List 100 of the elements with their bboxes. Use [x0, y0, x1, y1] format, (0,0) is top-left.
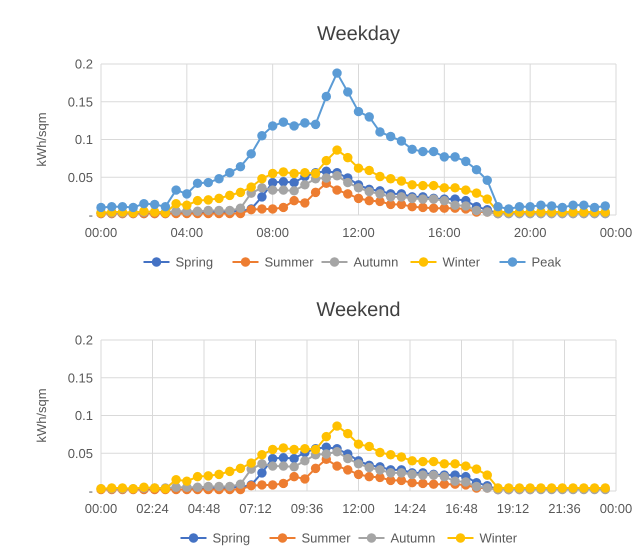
point — [418, 456, 428, 466]
point — [268, 461, 278, 471]
point — [364, 112, 374, 122]
point — [322, 92, 332, 102]
point — [407, 478, 417, 488]
point — [514, 202, 524, 212]
point — [428, 456, 438, 466]
legend-label: Autumn — [390, 530, 436, 546]
point — [182, 189, 192, 199]
point — [171, 198, 181, 208]
point — [139, 198, 149, 208]
point — [354, 106, 364, 116]
point — [418, 478, 428, 488]
point — [289, 186, 299, 196]
point — [192, 196, 202, 206]
y-tick-label: 0.05 — [68, 446, 93, 461]
point — [472, 464, 482, 474]
legend-label: Autumn — [354, 254, 398, 270]
point — [214, 470, 224, 480]
point — [364, 472, 374, 482]
point — [257, 468, 267, 478]
legend-label: Summer — [264, 254, 314, 270]
point — [396, 136, 406, 146]
point — [225, 190, 234, 200]
point — [268, 480, 278, 490]
point — [375, 448, 385, 458]
point — [278, 478, 288, 488]
chart-title: Weekday — [316, 23, 400, 45]
point — [257, 480, 267, 490]
point — [150, 200, 160, 210]
x-tick-label: 04:48 — [188, 501, 220, 516]
point — [96, 202, 106, 212]
x-tick-label: 00:00 — [84, 501, 118, 516]
point — [396, 192, 406, 202]
point — [450, 152, 460, 162]
point — [354, 459, 364, 469]
x-tick-label: 00:00 — [600, 501, 632, 516]
point — [128, 202, 138, 212]
point — [236, 479, 246, 489]
point — [440, 152, 450, 162]
point — [310, 120, 320, 130]
point — [257, 174, 267, 184]
point — [192, 472, 202, 482]
point — [332, 185, 342, 195]
point — [225, 466, 234, 476]
x-tick-label: 19:12 — [496, 501, 530, 516]
point — [343, 465, 352, 475]
y-tick-label: 0.15 — [68, 370, 93, 386]
point — [461, 477, 471, 487]
point — [407, 144, 417, 154]
point — [396, 452, 406, 462]
point — [332, 447, 342, 456]
point — [322, 449, 332, 459]
point — [354, 163, 364, 173]
point — [354, 183, 364, 193]
point — [504, 204, 514, 214]
point — [343, 87, 352, 97]
point — [343, 152, 352, 162]
point — [364, 442, 374, 452]
point — [257, 183, 267, 193]
point — [300, 198, 310, 208]
point — [289, 121, 299, 131]
point — [257, 192, 267, 202]
point — [204, 195, 214, 205]
point — [364, 166, 374, 176]
point — [289, 462, 299, 472]
point — [107, 202, 116, 212]
y-tick-label: 0.05 — [68, 170, 93, 185]
point — [482, 194, 492, 204]
point — [364, 196, 374, 206]
x-tick-label: 00:00 — [84, 225, 118, 240]
point — [300, 118, 310, 128]
x-tick-label: 08:00 — [256, 225, 289, 240]
x-tick-label: 07:12 — [239, 501, 272, 516]
point — [546, 201, 556, 211]
point — [332, 461, 342, 471]
point — [214, 174, 224, 184]
point — [568, 200, 578, 210]
point — [236, 188, 246, 198]
legend-label: Peak — [532, 254, 562, 270]
point — [461, 185, 471, 195]
point — [268, 168, 278, 178]
point — [171, 474, 181, 484]
point — [246, 182, 256, 192]
point — [278, 202, 288, 212]
point — [257, 131, 267, 140]
point — [118, 202, 128, 212]
legend-label: Spring — [212, 530, 250, 546]
point — [590, 202, 600, 212]
x-tick-label: 14:24 — [394, 501, 426, 516]
point — [418, 180, 428, 190]
point — [472, 164, 482, 174]
point — [192, 178, 202, 188]
legend-label: Winter — [442, 254, 481, 270]
point — [332, 145, 342, 155]
point — [268, 121, 278, 131]
point — [300, 456, 310, 466]
point — [558, 202, 568, 212]
point — [428, 146, 438, 156]
y-axis-title: kWh/sqm — [34, 112, 49, 167]
